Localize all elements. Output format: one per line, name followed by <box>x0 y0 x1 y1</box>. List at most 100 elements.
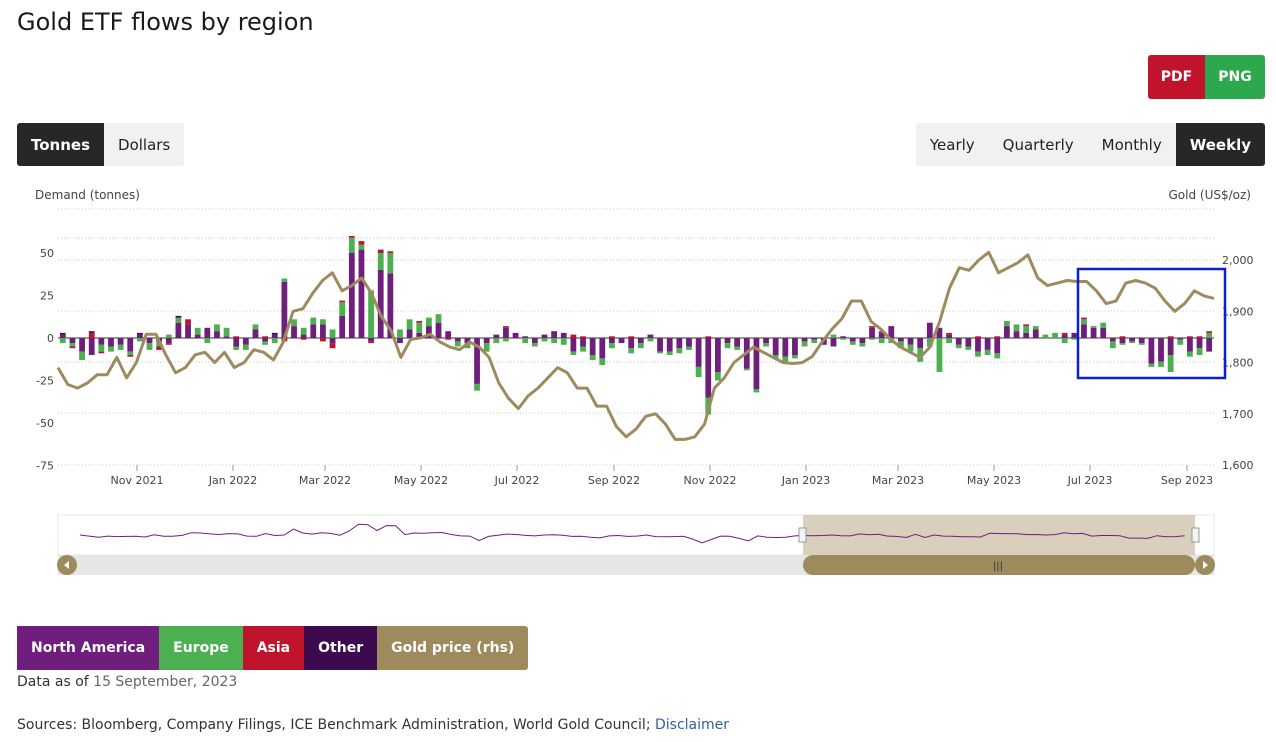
legend-other[interactable]: Other <box>304 626 378 670</box>
bar-north-america <box>811 338 818 340</box>
bar-europe <box>1081 319 1087 325</box>
disclaimer-link[interactable]: Disclaimer <box>655 717 730 733</box>
dollars-tab[interactable]: Dollars <box>118 135 171 154</box>
pdf-export-button[interactable]: PDF <box>1148 55 1205 99</box>
navigator-selection[interactable] <box>803 515 1195 555</box>
chevron-left-icon <box>64 561 69 569</box>
weekly-tab[interactable]: Weekly <box>1175 123 1265 166</box>
bar-europe <box>291 319 297 327</box>
bar-north-america <box>165 338 172 344</box>
bar-north-america <box>695 338 702 367</box>
bar-north-america <box>926 322 933 338</box>
bar-north-america <box>348 253 355 338</box>
bar-north-america <box>965 338 972 347</box>
axes: 50 25 0 -25 -50 -75 2,000 1,900 1,800 1,700 1,600 N… <box>36 247 1253 487</box>
y-tick-label: 50 <box>40 247 54 260</box>
bar-asia <box>185 319 191 325</box>
bar-north-america <box>262 338 269 342</box>
bar-north-america <box>1158 338 1164 362</box>
legend-europe[interactable]: Europe <box>159 626 243 670</box>
bar-north-america <box>1119 338 1126 344</box>
bar-asia <box>127 355 134 357</box>
bar-north-america <box>531 338 538 344</box>
bar-north-america <box>425 326 432 338</box>
bar-europe <box>753 389 760 393</box>
navigator-handle-right[interactable] <box>1191 527 1200 543</box>
bar-north-america <box>714 338 721 372</box>
png-export-button[interactable]: PNG <box>1205 55 1265 99</box>
bar-asia <box>348 236 355 238</box>
as-of-label: Data as of <box>17 674 89 690</box>
bar-north-america <box>792 338 798 355</box>
tonnes-tab[interactable]: Tonnes <box>17 123 105 166</box>
bar-asia <box>869 326 875 328</box>
bar-north-america <box>878 332 885 338</box>
bar-asia <box>609 336 615 338</box>
bar-north-america <box>185 324 191 338</box>
bar-europe <box>782 356 789 362</box>
bar-other <box>271 332 278 335</box>
bar-asia <box>262 336 269 338</box>
bar-europe <box>377 253 384 270</box>
bar-europe <box>676 348 683 354</box>
bar-asia <box>377 249 384 253</box>
bar-asia <box>1196 336 1203 338</box>
bar-north-america <box>551 331 558 338</box>
bar-north-america <box>503 327 509 338</box>
yearly-tab[interactable]: Yearly <box>929 135 975 154</box>
bar-europe <box>79 351 85 361</box>
bar-north-america <box>522 336 529 338</box>
bar-europe <box>714 372 721 381</box>
bar-asia <box>1023 324 1030 327</box>
monthly-tab[interactable]: Monthly <box>1101 135 1162 154</box>
bar-europe <box>907 344 914 352</box>
bar-europe <box>637 343 644 349</box>
bar-europe <box>743 368 750 371</box>
bar-north-america <box>946 334 952 338</box>
bar-europe <box>146 343 153 350</box>
bar-europe <box>531 343 538 347</box>
x-tick-label: Jan 2023 <box>781 474 830 487</box>
bar-asia <box>1206 331 1213 333</box>
bar-north-america <box>464 338 471 344</box>
legend-asia[interactable]: Asia <box>242 626 305 670</box>
navigator-handle-left[interactable] <box>798 527 807 543</box>
bar-north-america <box>849 338 856 342</box>
bar-europe <box>406 319 413 330</box>
y2-tick-label: 2,000 <box>1222 254 1254 267</box>
bar-europe <box>792 355 798 359</box>
legend-north-america[interactable]: North America <box>17 626 160 670</box>
bar-europe <box>1119 343 1126 345</box>
bar-europe <box>1148 363 1155 367</box>
bar-north-america <box>320 324 326 338</box>
bar-europe <box>1158 361 1164 367</box>
y2-axis-title: Gold (US$/oz) <box>1169 188 1252 202</box>
bar-north-america <box>445 331 452 338</box>
navigator-line <box>79 523 1185 544</box>
legend-gold-price[interactable]: Gold price (rhs) <box>377 626 529 670</box>
quarterly-tab[interactable]: Quarterly <box>1002 135 1074 154</box>
navigator-scroll-thumb[interactable] <box>803 555 1195 575</box>
bar-asia <box>445 338 452 340</box>
bar-north-america <box>676 338 683 349</box>
bar-europe <box>1206 332 1213 338</box>
range-navigator[interactable]: ||| <box>57 514 1215 575</box>
page-title: Gold ETF flows by region <box>17 8 314 36</box>
bar-europe <box>551 338 558 344</box>
bar-north-america <box>1109 338 1116 342</box>
highlight-box <box>1076 267 1227 380</box>
bar-europe <box>474 383 480 391</box>
bar-north-america <box>840 336 847 338</box>
bar-europe <box>214 324 220 332</box>
export-group: PDF PNG <box>1148 55 1265 99</box>
bar-europe <box>955 344 962 349</box>
bar-europe <box>772 355 779 359</box>
bar-north-america <box>339 315 346 338</box>
bar-north-america <box>252 329 259 338</box>
bar-north-america <box>1167 338 1174 355</box>
bar-north-america <box>753 338 760 389</box>
scroll-grip-icon: ||| <box>993 561 1003 572</box>
bar-north-america <box>1081 324 1087 338</box>
x-tick-label: Mar 2022 <box>299 474 351 487</box>
bar-europe <box>329 329 336 338</box>
